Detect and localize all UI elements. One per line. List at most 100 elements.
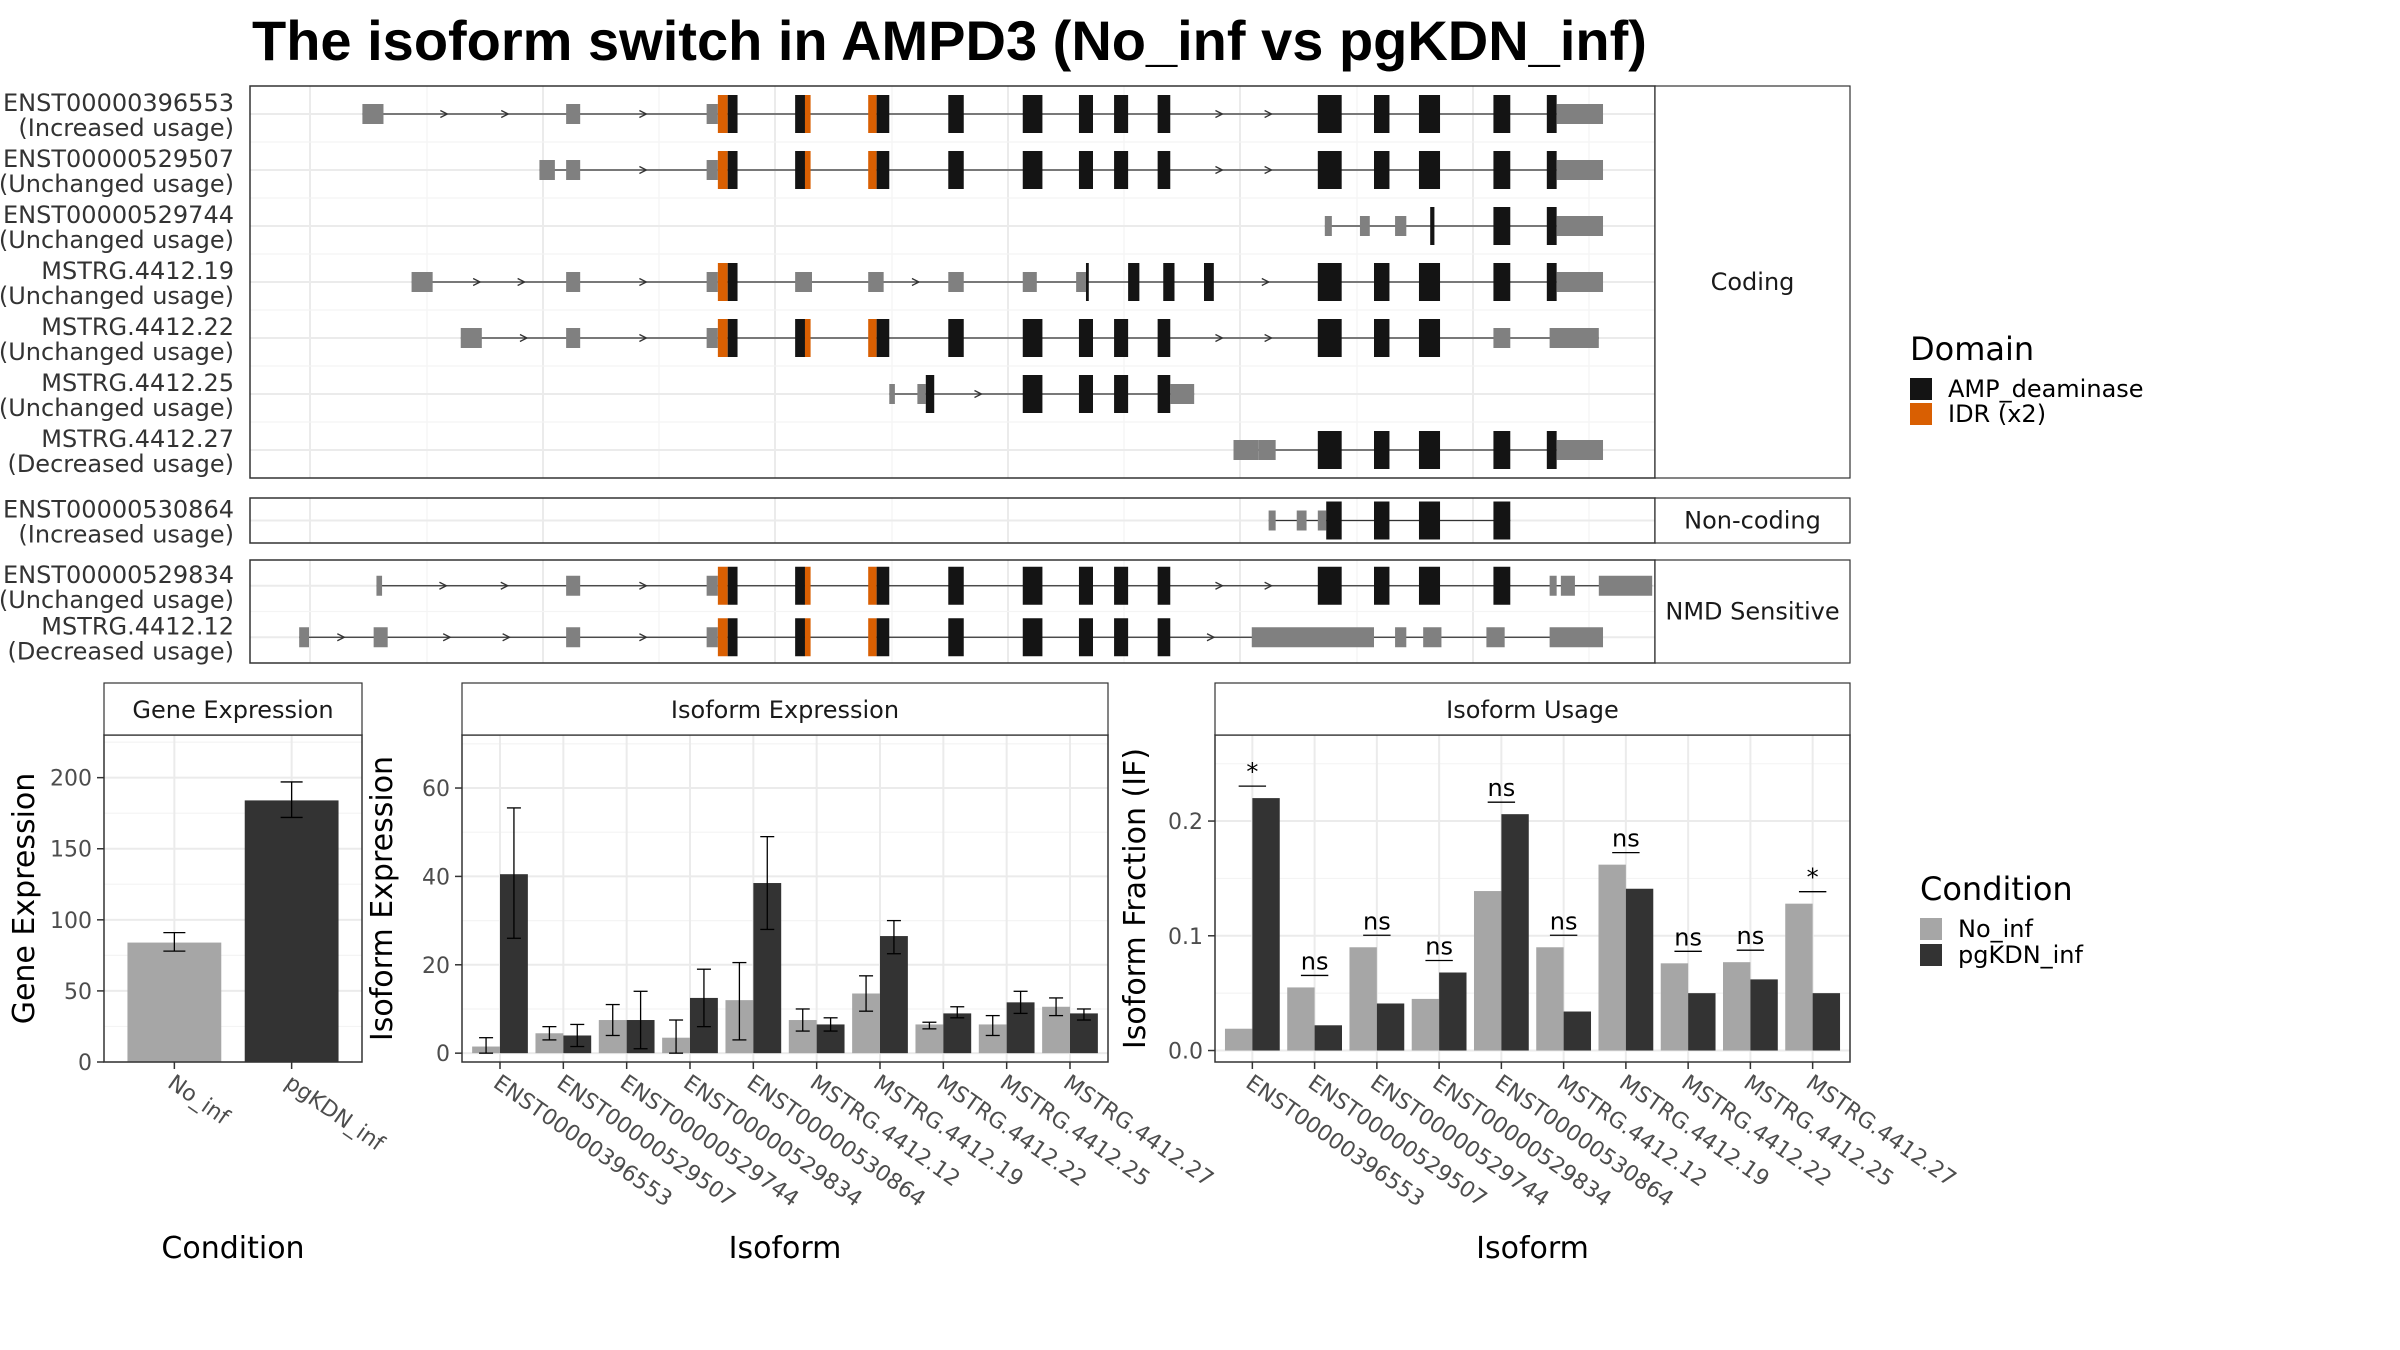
strand-arrow — [1215, 165, 1224, 175]
strand-arrow — [1215, 581, 1224, 590]
bar-pgKDN_inf-MSTRG.4412.22 — [943, 1013, 972, 1054]
bar-No_inf-ENST00000529507 — [1287, 987, 1315, 1051]
amp-deaminase-exon — [1317, 95, 1342, 133]
transcript-usage: (Increased usage) — [18, 114, 234, 142]
amp-deaminase-exon — [1418, 566, 1441, 605]
domain-legend-item: IDR (x2) — [1948, 400, 2046, 428]
transcript-label: ENST00000529834 (Unchanged usage) — [0, 561, 234, 614]
amp-deaminase-exon — [1317, 566, 1342, 605]
amp-deaminase-exon — [1157, 151, 1171, 189]
utr-exon — [917, 384, 926, 404]
transcript-label: MSTRG.4412.19 (Unchanged usage) — [0, 257, 234, 310]
amp-deaminase-exon — [727, 566, 738, 605]
transcript-MSTRG.4412.19: MSTRG.4412.19 (Unchanged usage) — [0, 257, 1655, 310]
amp-deaminase-exon — [948, 566, 964, 605]
amp-deaminase-exon — [1114, 319, 1129, 357]
utr-exon — [1324, 216, 1332, 236]
y-tick-label: 20 — [422, 954, 450, 979]
idr-domain-exon — [717, 95, 728, 133]
structure-panel-1: ENST00000530864 (Increased usage) Non-codi… — [3, 496, 1851, 549]
utr-exon — [1395, 627, 1407, 648]
idr-domain-exon — [804, 95, 811, 133]
amp-deaminase-exon — [1078, 319, 1093, 357]
idr-domain-exon — [868, 566, 877, 605]
chart-title: Gene Expression — [132, 696, 333, 724]
bar-No_inf-ENST00000530864 — [1473, 891, 1502, 1051]
bar-No_inf-ENST00000396553 — [1224, 1028, 1253, 1051]
chart-1: Isoform Expression0204060ENST00000396553… — [365, 682, 1218, 1266]
utr-exon — [1076, 272, 1086, 292]
chart-strip — [103, 682, 363, 736]
idr-domain-exon — [868, 95, 877, 133]
transcript-ENST00000396553: ENST00000396553 (Increased usage) — [3, 89, 1655, 142]
idr-domain-exon — [717, 263, 728, 301]
amp-deaminase-exon — [1317, 319, 1342, 357]
transcript-id: ENST00000529834 — [3, 561, 234, 589]
amp-deaminase-exon — [1157, 319, 1171, 357]
strand-arrow — [439, 581, 448, 590]
utr-exon — [1251, 627, 1374, 648]
condition-legend-swatch — [1920, 918, 1942, 940]
amp-deaminase-exon — [1493, 207, 1511, 245]
utr-exon — [566, 627, 581, 648]
amp-deaminase-exon — [948, 618, 964, 657]
amp-deaminase-exon — [1418, 431, 1441, 469]
idr-domain-exon — [717, 319, 728, 357]
transcript-MSTRG.4412.25: MSTRG.4412.25 (Unchanged usage) — [0, 369, 1655, 422]
y-axis-title: Isoform Fraction (IF) — [1118, 748, 1153, 1049]
panel-strip-label: Non-coding — [1684, 507, 1821, 535]
amp-deaminase-exon — [727, 319, 738, 357]
amp-deaminase-exon — [727, 618, 738, 657]
amp-deaminase-exon — [1114, 151, 1129, 189]
amp-deaminase-exon — [1493, 95, 1511, 133]
domain-legend-item: AMP_deaminase — [1948, 375, 2144, 403]
transcript-label: ENST00000529507 (Unchanged usage) — [0, 145, 234, 198]
amp-deaminase-exon — [1418, 501, 1441, 540]
transcript-id: MSTRG.4412.27 — [41, 425, 234, 453]
strand-arrow — [1264, 109, 1274, 119]
structure-panel-2: ENST00000529834 (Unchanged usage)MSTRG.44… — [0, 559, 1851, 665]
amp-deaminase-exon — [1317, 431, 1342, 469]
bar-pgKDN_inf-MSTRG.4412.27 — [1812, 993, 1841, 1051]
significance-label: ns — [1425, 933, 1453, 961]
amp-deaminase-exon — [1374, 95, 1390, 133]
strand-arrow — [1264, 165, 1274, 175]
significance-label: * — [1807, 864, 1819, 892]
significance-label: ns — [1674, 923, 1702, 951]
utr-exon — [1268, 510, 1276, 531]
strand-arrow — [519, 333, 529, 343]
amp-deaminase-exon — [1374, 263, 1390, 301]
amp-deaminase-exon — [1374, 319, 1390, 357]
strand-arrow — [500, 581, 510, 590]
strand-arrow — [442, 633, 452, 642]
y-tick-label: 40 — [422, 865, 450, 890]
amp-deaminase-exon — [1022, 375, 1043, 413]
condition-legend-item: pgKDN_inf — [1958, 941, 2084, 969]
y-tick-label: 0 — [436, 1042, 450, 1067]
utr-exon — [411, 272, 433, 292]
amp-deaminase-exon — [795, 95, 805, 133]
amp-deaminase-exon — [795, 618, 805, 657]
y-axis-title: Gene Expression — [7, 773, 42, 1025]
panel-strip — [1654, 559, 1851, 664]
amp-deaminase-exon — [1326, 501, 1342, 540]
y-tick-label: 100 — [50, 909, 92, 934]
utr-exon — [1556, 104, 1604, 124]
transcript-MSTRG.4412.22: MSTRG.4412.22 (Unchanged usage) — [0, 313, 1655, 366]
transcript-label: ENST00000530864 (Increased usage) — [3, 496, 234, 549]
utr-exon — [566, 160, 581, 180]
domain-legend-swatch — [1910, 378, 1932, 400]
amp-deaminase-exon — [948, 151, 964, 189]
transcript-label: ENST00000396553 (Increased usage) — [3, 89, 234, 142]
bar-No_inf-MSTRG.4412.12 — [1536, 947, 1564, 1051]
strand-arrow — [500, 109, 510, 119]
idr-domain-exon — [804, 151, 811, 189]
transcript-MSTRG.4412.27: MSTRG.4412.27 (Decreased usage) — [7, 425, 1655, 478]
utr-exon — [1556, 160, 1604, 180]
bar-pgKDN_inf-ENST00000529744 — [1376, 1003, 1405, 1051]
amp-deaminase-exon — [1157, 95, 1171, 133]
amp-deaminase-exon — [1085, 263, 1089, 301]
utr-exon — [1395, 216, 1407, 236]
amp-deaminase-exon — [1546, 431, 1557, 469]
amp-deaminase-exon — [1374, 151, 1390, 189]
